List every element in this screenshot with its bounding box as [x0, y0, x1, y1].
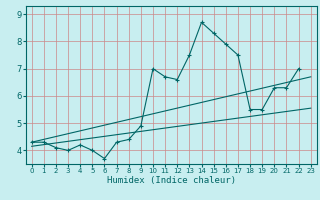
X-axis label: Humidex (Indice chaleur): Humidex (Indice chaleur): [107, 176, 236, 185]
